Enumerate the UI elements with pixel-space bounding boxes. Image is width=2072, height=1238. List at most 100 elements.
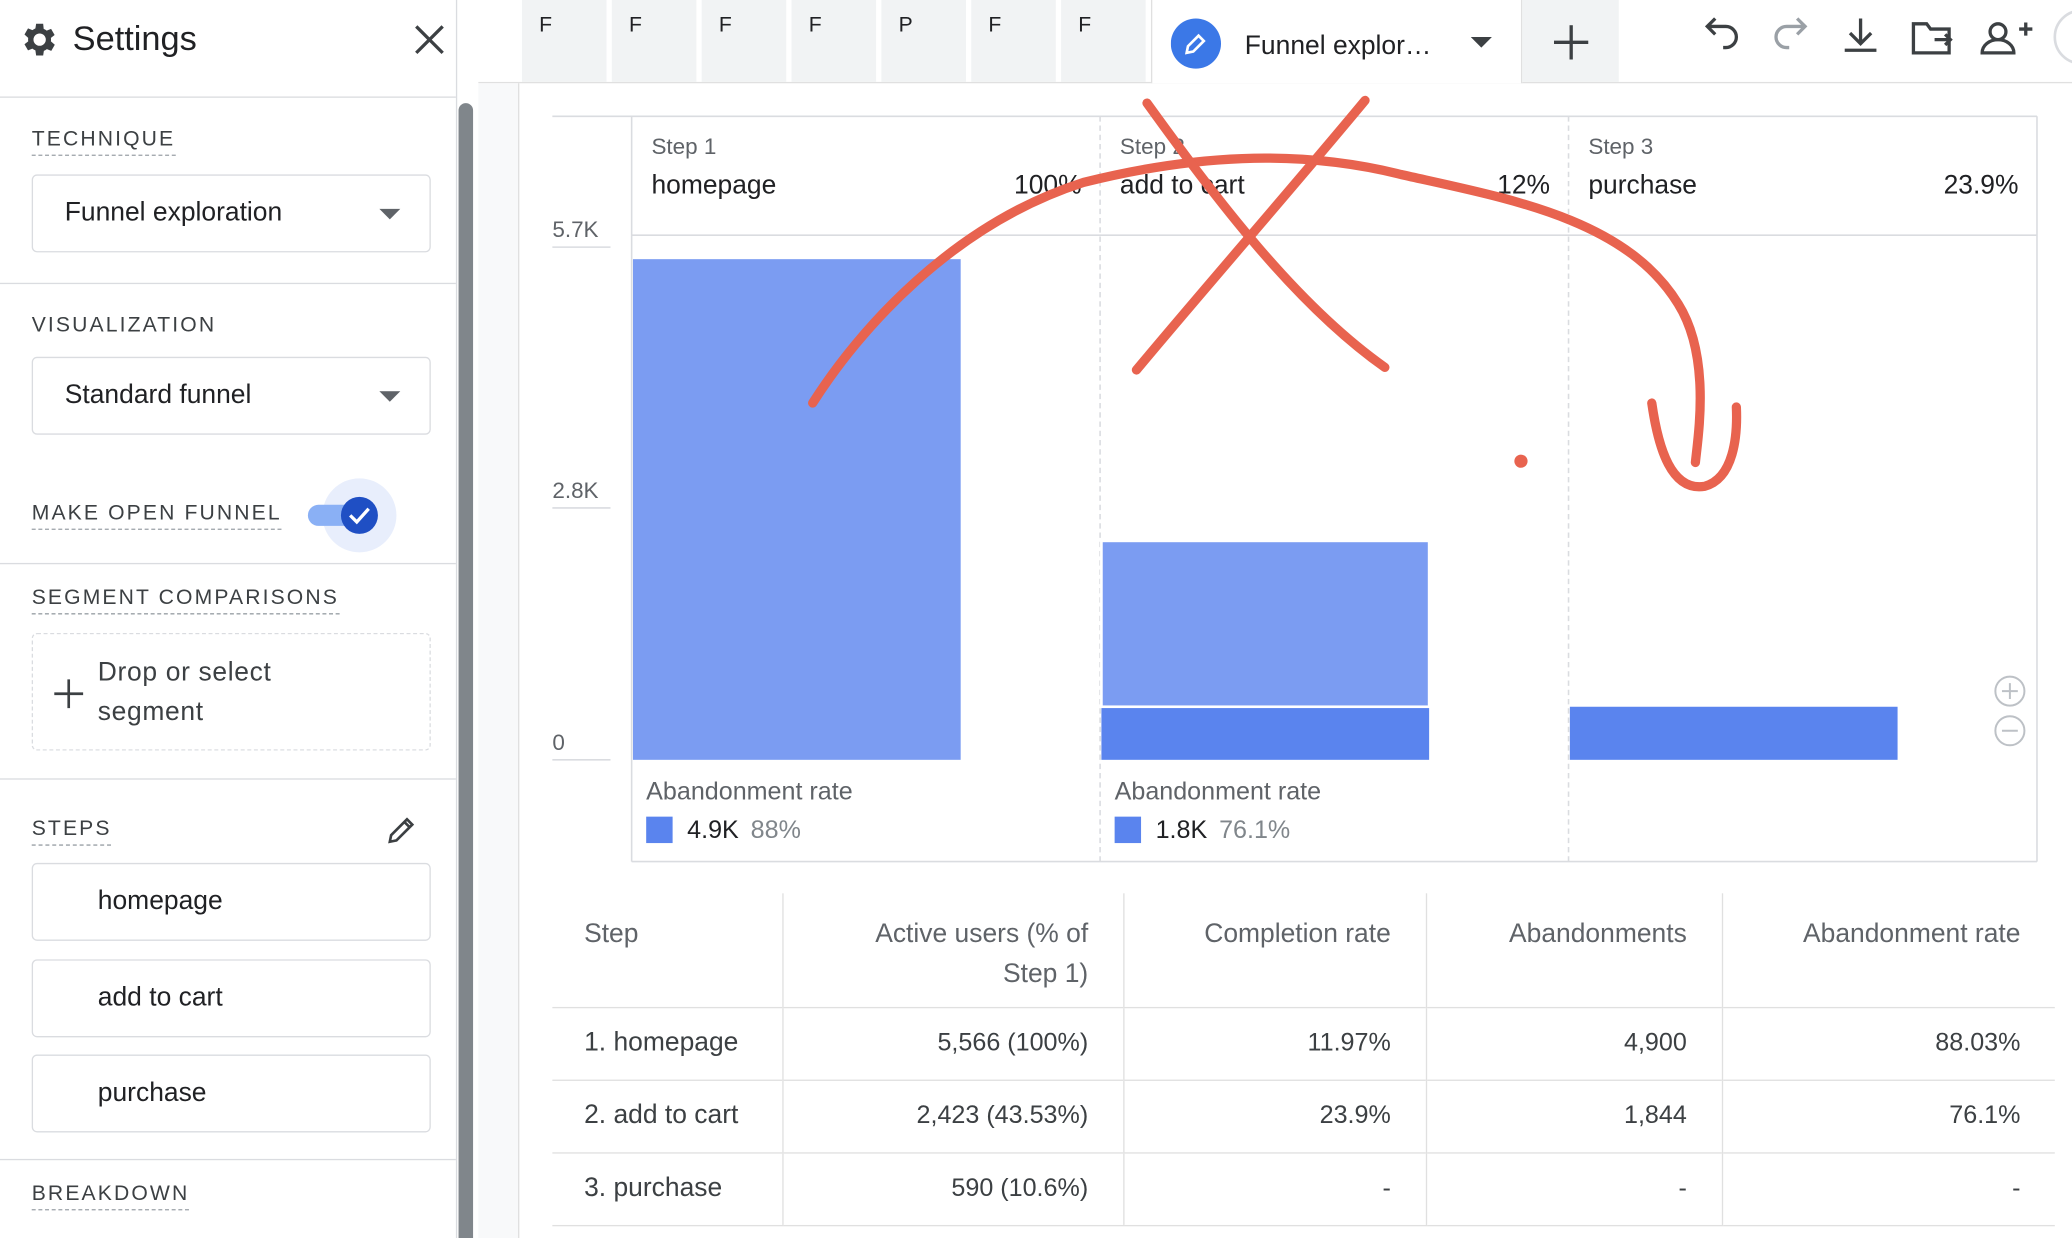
icon-letter: F [808, 14, 822, 38]
open-funnel-toggle[interactable] [297, 476, 403, 555]
tab[interactable]: F [1061, 0, 1146, 82]
sidebar: Settings TECHNIQUE Funnel exploration VI… [0, 0, 458, 1238]
visualization-dropdown[interactable]: Standard funnel [31, 356, 431, 435]
step-item[interactable]: purchase [31, 1054, 431, 1133]
abandonment-rate: 88% [751, 816, 801, 844]
table-cell: 2,423 (43.53%) [781, 1078, 1124, 1153]
abandonment-title: Abandonment rate [646, 777, 852, 805]
zoom-glyph [2001, 683, 2018, 700]
tab[interactable]: F [521, 0, 607, 82]
close-button[interactable] [414, 24, 446, 56]
section-label: VISUALIZATION [31, 314, 217, 337]
step-item[interactable]: add to cart [31, 958, 431, 1037]
zoom-circle [1994, 675, 2026, 707]
tab-icon: F [539, 15, 552, 39]
completion-rate: 23.9% [1944, 169, 2019, 199]
tab-icon: F [719, 15, 732, 39]
table-cell: 590 (10.6%) [781, 1151, 1124, 1226]
dropdown-value: Funnel exploration [64, 198, 283, 228]
tab[interactable]: P [881, 0, 966, 82]
bar-segment [1569, 706, 1898, 760]
tab[interactable]: F [791, 0, 877, 82]
step-item[interactable]: homepage [31, 862, 431, 941]
icon-letter: F [988, 14, 1002, 38]
abandonment-value: 1.8K [1156, 816, 1208, 844]
divider [0, 282, 456, 285]
step-name: homepage [651, 169, 776, 199]
divider [0, 96, 456, 98]
scrollbar[interactable] [458, 103, 474, 1238]
bar-segment [1100, 539, 1431, 709]
table-cell: 76.1% [1721, 1078, 2055, 1153]
redo[interactable] [1774, 17, 1808, 50]
step-name: homepage [97, 886, 223, 916]
y-tick-label: 5.7K [552, 217, 598, 242]
dropdown-arrow [379, 208, 401, 220]
section-label: MAKE OPEN FUNNEL [31, 502, 282, 530]
abandonment-rate: 76.1% [1219, 816, 1290, 844]
step-name: add to cart [97, 982, 223, 1012]
tab-icon: F [809, 15, 822, 39]
tab[interactable]: F [701, 0, 787, 82]
table-cell: 1,844 [1425, 1078, 1722, 1153]
tab[interactable]: F [611, 0, 697, 82]
abandonment-swatch [646, 816, 673, 844]
gear-icon [24, 23, 55, 56]
table-cell: 5,566 (100%) [781, 1006, 1124, 1080]
icon-letter: F [629, 14, 642, 38]
zoom-out[interactable] [1994, 715, 2026, 747]
zoom-in[interactable] [1994, 675, 2026, 707]
undo[interactable] [1704, 17, 1738, 50]
table-row: 3. purchase 590 (10.6%) - - - [552, 1151, 2055, 1226]
table-cell: 11.97% [1122, 1006, 1426, 1080]
column-header: Completion rate [1122, 893, 1426, 1007]
download[interactable] [1844, 18, 1877, 52]
table-cell: 88.03% [1721, 1006, 2055, 1080]
sidebar-title: Settings [72, 18, 197, 59]
step-name: purchase [97, 1078, 207, 1108]
abandonment-title: Abandonment rate [1115, 777, 1321, 805]
active-tab[interactable]: Funnel explor… [1150, 0, 1523, 84]
table-cell: - [1122, 1151, 1426, 1226]
bar-segment [1101, 706, 1430, 760]
section-label: BREAKDOWN [31, 1183, 190, 1211]
table-cell: 2. add to cart [552, 1078, 783, 1153]
column-header: Active users (% of Step 1) [781, 893, 1124, 1007]
bar-segment [632, 259, 961, 760]
divider [0, 562, 456, 565]
annotation-arrow [808, 153, 1742, 492]
plus-icon [54, 679, 84, 709]
gutter [478, 83, 520, 1238]
toolbar [1704, 10, 2072, 64]
table-cell: 4,900 [1425, 1006, 1722, 1080]
tab-icon: F [629, 15, 642, 39]
column-header: Abandonment rate [1721, 893, 2055, 1007]
tab-menu[interactable] [1470, 37, 1492, 49]
avatar[interactable] [2053, 10, 2072, 64]
dropdown-arrow [379, 391, 401, 402]
zoom-circle [1994, 715, 2026, 747]
share-folder[interactable] [1911, 22, 1953, 55]
tab[interactable]: F [971, 0, 1056, 82]
icon-letter: F [539, 14, 553, 38]
technique-dropdown[interactable]: Funnel exploration [31, 174, 431, 253]
tab-icon: F [988, 15, 1001, 39]
edit-steps[interactable] [386, 814, 418, 846]
table-cell: - [1721, 1151, 2055, 1226]
add-tab[interactable] [1522, 0, 1619, 82]
abandonment-swatch [1114, 816, 1142, 844]
section-label: TECHNIQUE [31, 128, 176, 156]
segment-placeholder: Drop or select segment [97, 658, 272, 727]
annotation-cross [1131, 95, 1390, 375]
column-header: Abandonments [1425, 893, 1722, 1007]
icon-letter: P [898, 14, 913, 38]
tab-title: Funnel explor… [1244, 31, 1432, 61]
share-users[interactable] [1980, 22, 2033, 55]
table-cell: - [1425, 1151, 1722, 1226]
segment-drop-zone[interactable]: Drop or select segment [31, 632, 431, 751]
annotation-dot [1514, 454, 1528, 468]
tab-icon: F [1078, 15, 1091, 39]
step-label: Step 1 [651, 134, 716, 159]
